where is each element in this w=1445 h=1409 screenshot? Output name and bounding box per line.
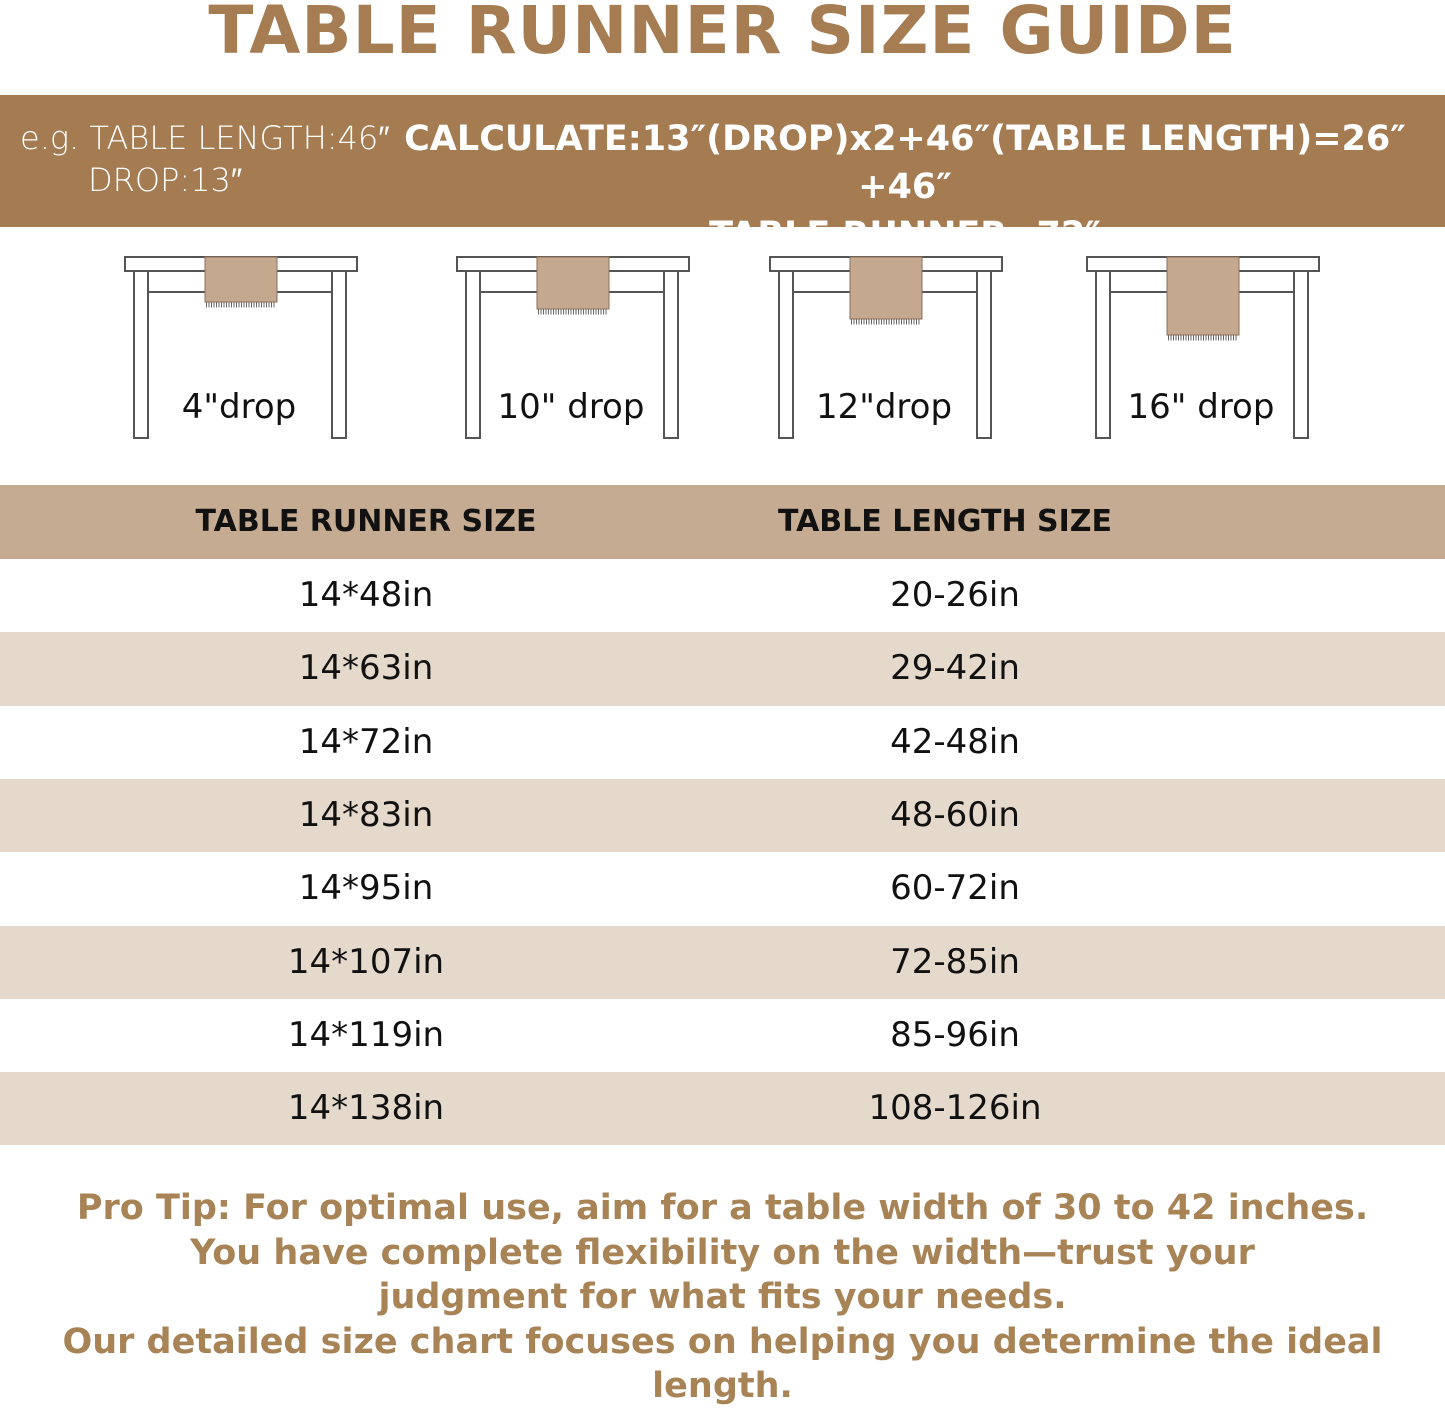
- table-row: 14*119in 85-96in: [0, 998, 1445, 1073]
- title: TABLE RUNNER SIZE GUIDE: [208, 0, 1237, 69]
- table-cell: 14*95in: [298, 868, 434, 909]
- drop-label: 12"drop: [816, 387, 952, 427]
- calculation: CALCULATE:13″(DROP)x2+46″(TABLE LENGTH)=…: [395, 115, 1415, 259]
- tip-line: Pro Tip: For optimal use, aim for a tabl…: [76, 1188, 1369, 1228]
- table-cell: 48-60in: [890, 794, 1020, 835]
- runner: [204, 256, 278, 303]
- table-leg: [663, 270, 679, 439]
- table-row: 14*138in 108-126in: [0, 1072, 1445, 1146]
- drop-illustrations: 4"drop 10" drop 12"drop 16" drop: [124, 256, 1320, 439]
- table-row: 14*95in 60-72in: [0, 852, 1445, 926]
- table-cell: 14*119in: [287, 1014, 445, 1055]
- table-cell: 108-126in: [868, 1088, 1042, 1129]
- example-banner: e.g. TABLE LENGTH:46″ DROP:13″ CALCULATE…: [0, 95, 1445, 255]
- table-cell: 60-72in: [890, 868, 1020, 909]
- table-leg: [331, 270, 347, 439]
- table-cell: 14*72in: [298, 721, 434, 762]
- table-cell: 42-48in: [890, 721, 1020, 762]
- table-leg: [1095, 270, 1111, 439]
- example-line: e.g. TABLE LENGTH:46″: [20, 119, 390, 157]
- header-cell: TABLE LENGTH SIZE: [777, 504, 1113, 539]
- table-leg: [465, 270, 481, 439]
- table-cell: 20-26in: [890, 575, 1020, 615]
- table-row: 14*72in 42-48in: [0, 705, 1445, 779]
- table-cell: 14*48in: [298, 575, 434, 615]
- drop-label: 16" drop: [1128, 387, 1275, 427]
- table-leg: [1293, 270, 1309, 439]
- calculation-line: TABLE RUNNER=72″: [709, 215, 1101, 255]
- tip-line: You have complete flexibility on the wid…: [190, 1232, 1255, 1273]
- table-row: 14*63in 29-42in: [0, 632, 1445, 706]
- table-cell: 14*63in: [298, 648, 434, 689]
- calculation-line: CALCULATE:13″(DROP)x2+46″(TABLE LENGTH)=…: [404, 119, 1406, 207]
- table-leg: [133, 270, 149, 439]
- table-cell: 14*107in: [287, 941, 445, 982]
- tip-line: Our detailed size chart focuses on helpi…: [62, 1321, 1383, 1407]
- table-row: 14*48in 20-26in: [0, 559, 1445, 633]
- runner: [1166, 256, 1240, 336]
- table-row: 14*83in 48-60in: [0, 778, 1445, 853]
- header-cell: TABLE RUNNER SIZE: [195, 504, 537, 539]
- table-header: TABLE RUNNER SIZE TABLE LENGTH SIZE: [0, 485, 1445, 559]
- table-cell: 29-42in: [890, 648, 1020, 689]
- table-row: 14*107in 72-85in: [0, 925, 1445, 999]
- runner: [849, 256, 923, 320]
- runner: [536, 256, 610, 310]
- table-leg: [976, 270, 992, 439]
- example-line: DROP:13″: [88, 161, 243, 199]
- table-cell: 85-96in: [890, 1014, 1020, 1055]
- tip-line: judgment for what fits your needs.: [378, 1277, 1067, 1317]
- table-cell: 72-85in: [890, 941, 1020, 982]
- example: e.g. TABLE LENGTH:46″ DROP:13″: [20, 117, 390, 201]
- table-cell: 14*138in: [287, 1088, 445, 1129]
- pro-tip: Pro Tip: For optimal use, aim for a tabl…: [0, 1186, 1445, 1409]
- table-leg: [778, 270, 794, 439]
- drop-label: 4"drop: [182, 387, 296, 427]
- drop-label: 10" drop: [498, 387, 645, 427]
- table-cell: 14*83in: [298, 794, 434, 835]
